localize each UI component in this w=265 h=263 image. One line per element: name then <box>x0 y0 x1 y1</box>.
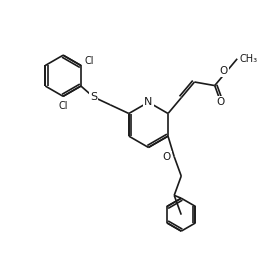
Text: O: O <box>217 97 225 107</box>
Text: N: N <box>144 97 153 107</box>
Text: S: S <box>90 92 97 102</box>
Text: Cl: Cl <box>58 100 68 110</box>
Text: CH₃: CH₃ <box>239 54 257 64</box>
Text: O: O <box>220 66 228 76</box>
Text: O: O <box>163 152 171 162</box>
Text: Cl: Cl <box>84 56 94 66</box>
